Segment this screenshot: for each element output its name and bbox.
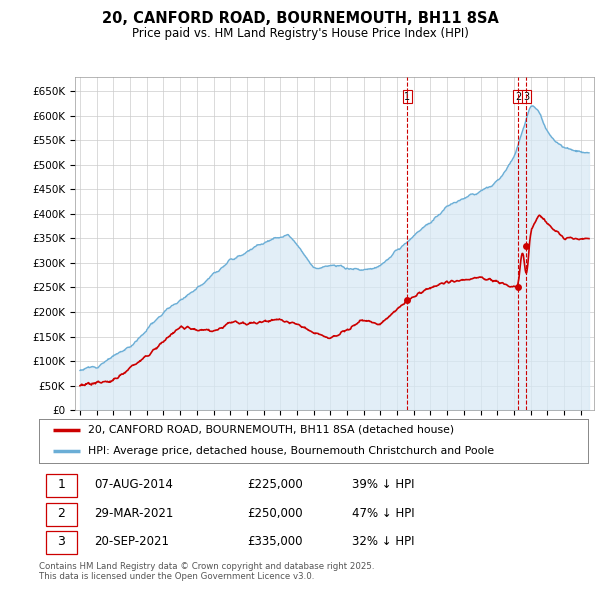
Text: 1: 1 — [58, 478, 65, 491]
Text: 20, CANFORD ROAD, BOURNEMOUTH, BH11 8SA (detached house): 20, CANFORD ROAD, BOURNEMOUTH, BH11 8SA … — [88, 425, 455, 435]
Text: 32% ↓ HPI: 32% ↓ HPI — [352, 535, 415, 548]
Text: 29-MAR-2021: 29-MAR-2021 — [94, 507, 173, 520]
Text: 2: 2 — [58, 507, 65, 520]
Text: 20, CANFORD ROAD, BOURNEMOUTH, BH11 8SA: 20, CANFORD ROAD, BOURNEMOUTH, BH11 8SA — [101, 11, 499, 25]
Text: 39% ↓ HPI: 39% ↓ HPI — [352, 478, 415, 491]
FancyBboxPatch shape — [46, 503, 77, 526]
Text: 1: 1 — [404, 91, 410, 101]
Text: HPI: Average price, detached house, Bournemouth Christchurch and Poole: HPI: Average price, detached house, Bour… — [88, 446, 494, 455]
Text: 3: 3 — [58, 535, 65, 548]
Text: 47% ↓ HPI: 47% ↓ HPI — [352, 507, 415, 520]
FancyBboxPatch shape — [46, 531, 77, 554]
Text: 2: 2 — [515, 91, 521, 101]
Text: £250,000: £250,000 — [248, 507, 303, 520]
Text: £335,000: £335,000 — [248, 535, 303, 548]
Text: Price paid vs. HM Land Registry's House Price Index (HPI): Price paid vs. HM Land Registry's House … — [131, 27, 469, 40]
FancyBboxPatch shape — [46, 474, 77, 497]
Text: 3: 3 — [523, 91, 529, 101]
Text: 20-SEP-2021: 20-SEP-2021 — [94, 535, 169, 548]
Text: £225,000: £225,000 — [248, 478, 304, 491]
Text: 07-AUG-2014: 07-AUG-2014 — [94, 478, 173, 491]
Text: Contains HM Land Registry data © Crown copyright and database right 2025.
This d: Contains HM Land Registry data © Crown c… — [39, 562, 374, 581]
